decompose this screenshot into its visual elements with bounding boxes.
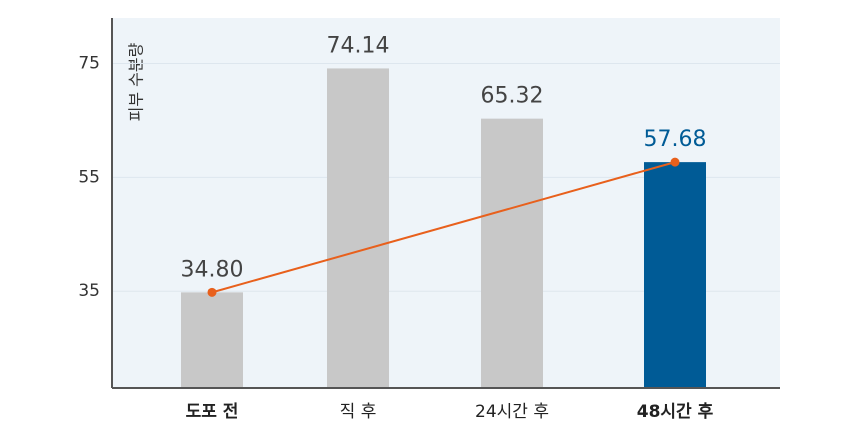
value-label: 57.68 (644, 127, 707, 152)
bar (181, 292, 243, 388)
y-tick-label: 55 (78, 167, 100, 187)
bar (327, 68, 389, 389)
x-tick-label: 직 후 (340, 402, 377, 422)
y-tick-label: 75 (78, 54, 100, 74)
y-axis-label: 피부 수분량 (127, 42, 146, 121)
x-tick-label: 24시간 후 (475, 402, 549, 422)
value-label: 65.32 (481, 84, 544, 109)
trend-point (670, 157, 680, 167)
x-tick-label: 48시간 후 (637, 401, 714, 422)
bar (481, 118, 543, 388)
value-label: 74.14 (327, 33, 390, 58)
x-tick-label: 도포 전 (186, 402, 239, 422)
trend-line (211, 161, 676, 294)
y-tick-label: 35 (78, 281, 100, 301)
trend-point (207, 287, 217, 297)
value-label: 34.80 (181, 257, 244, 282)
bar (644, 162, 706, 388)
